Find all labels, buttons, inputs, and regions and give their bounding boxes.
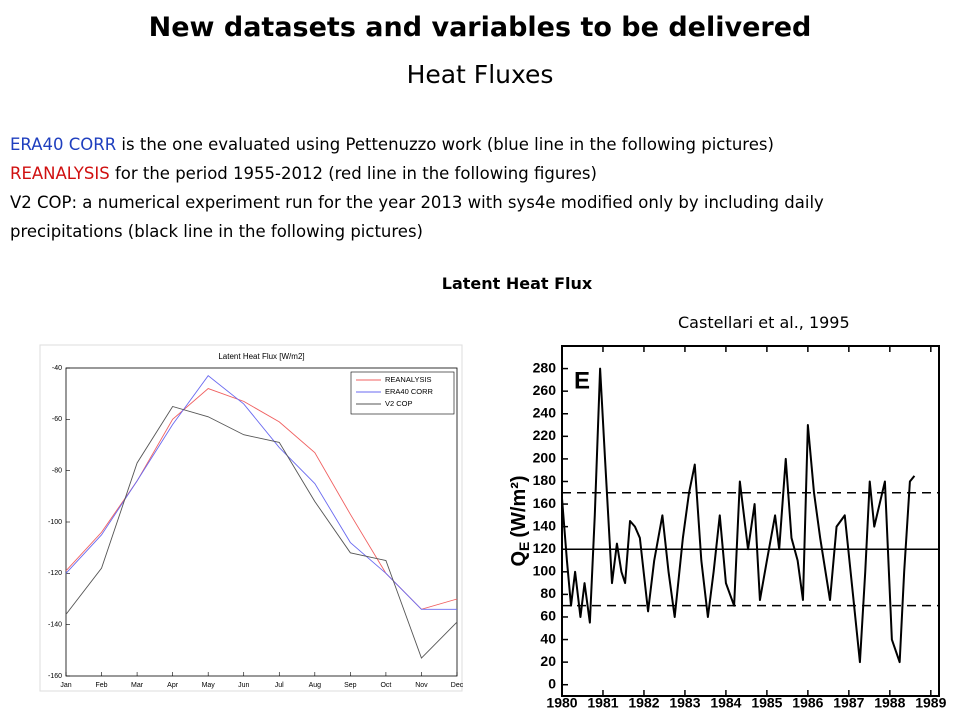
y-tick-label: 40	[540, 630, 556, 646]
y-tick-label: 140	[533, 517, 557, 533]
x-tick-label: 1981	[587, 695, 618, 711]
x-tick-label: 1980	[546, 695, 577, 711]
plot-area	[65, 367, 458, 677]
x-tick-label: Aug	[309, 682, 322, 689]
section-label: Latent Heat Flux	[441, 274, 593, 293]
slide-subtitle: Heat Fluxes	[406, 60, 554, 89]
x-tick-label: 1983	[669, 695, 700, 711]
x-tick-label: Feb	[96, 682, 108, 689]
series-line	[65, 405, 458, 659]
x-tick-label: May	[202, 682, 216, 689]
x-tick-label: Jul	[275, 682, 284, 689]
x-tick-label: 1984	[710, 695, 741, 711]
series-line	[65, 375, 457, 610]
y-tick-label: 0	[548, 675, 556, 691]
x-tick-label: 1989	[915, 695, 946, 711]
x-tick-label: Mar	[131, 682, 144, 689]
body-text: for the period 1955-2012 (red line in th…	[109, 164, 597, 183]
body-line: V2 COP: a numerical experiment run for t…	[10, 188, 940, 246]
slide-body: ERA40 CORR is the one evaluated using Pe…	[10, 130, 940, 246]
highlight: ERA40 CORR	[10, 135, 117, 154]
y-tick-label: 160	[533, 495, 557, 511]
x-tick-label: 1987	[833, 695, 864, 711]
x-tick-label: 1982	[628, 695, 659, 711]
plot-area	[561, 345, 940, 697]
legend-box	[350, 371, 455, 415]
y-tick-label: -40	[52, 365, 62, 372]
ylabel-unit: (W/m²)	[508, 475, 530, 537]
x-tick-label: Nov	[415, 682, 428, 689]
body-text: V2 COP: a numerical experiment run for t…	[10, 193, 824, 241]
x-tick-label: Sep	[344, 682, 357, 689]
x-tick-label: Jan	[60, 682, 71, 689]
y-tick-label: -160	[48, 673, 62, 680]
y-tick-label: 280	[533, 359, 557, 375]
ylabel-subscript: E	[516, 542, 532, 551]
x-tick-label: Jun	[238, 682, 249, 689]
y-axis-label: QE (W/m²)	[508, 475, 531, 566]
chart-title: Latent Heat Flux [W/m2]	[218, 352, 304, 361]
series-line	[561, 367, 916, 664]
x-tick-label: 1985	[751, 695, 782, 711]
citation: Castellari et al., 1995	[678, 313, 850, 332]
y-tick-label: -60	[52, 416, 62, 423]
y-tick-label: 60	[540, 608, 556, 624]
y-tick-label: 180	[533, 472, 557, 488]
x-tick-label: Oct	[380, 682, 391, 689]
legend-label: ERA40 CORR	[385, 387, 434, 396]
annotation: E	[574, 367, 590, 394]
y-tick-label: -80	[52, 468, 62, 475]
y-tick-label: -100	[48, 519, 62, 526]
y-tick-label: 260	[533, 382, 557, 398]
slide-title: New datasets and variables to be deliver…	[148, 12, 812, 43]
body-line: REANALYSIS for the period 1955-2012 (red…	[10, 159, 940, 188]
y-tick-label: 240	[533, 404, 557, 420]
y-tick-label: -140	[48, 622, 62, 629]
y-tick-label: -120	[48, 570, 62, 577]
y-tick-label: 80	[540, 585, 556, 601]
x-tick-label: 1988	[874, 695, 905, 711]
y-tick-label: 200	[533, 450, 557, 466]
y-tick-label: 20	[540, 653, 556, 669]
body-text: is the one evaluated using Pettenuzzo wo…	[116, 135, 774, 154]
legend-label: REANALYSIS	[385, 375, 432, 384]
body-line: ERA40 CORR is the one evaluated using Pe…	[10, 130, 940, 159]
ylabel-symbol: Q	[508, 551, 530, 567]
highlight: REANALYSIS	[10, 164, 110, 183]
x-tick-label: Dec	[451, 682, 464, 689]
x-tick-label: Apr	[167, 682, 179, 689]
legend-label: V2 COP	[385, 399, 413, 408]
y-tick-label: 100	[533, 563, 557, 579]
y-tick-label: 120	[533, 540, 557, 556]
y-tick-label: 220	[533, 427, 557, 443]
x-tick-label: 1986	[792, 695, 823, 711]
